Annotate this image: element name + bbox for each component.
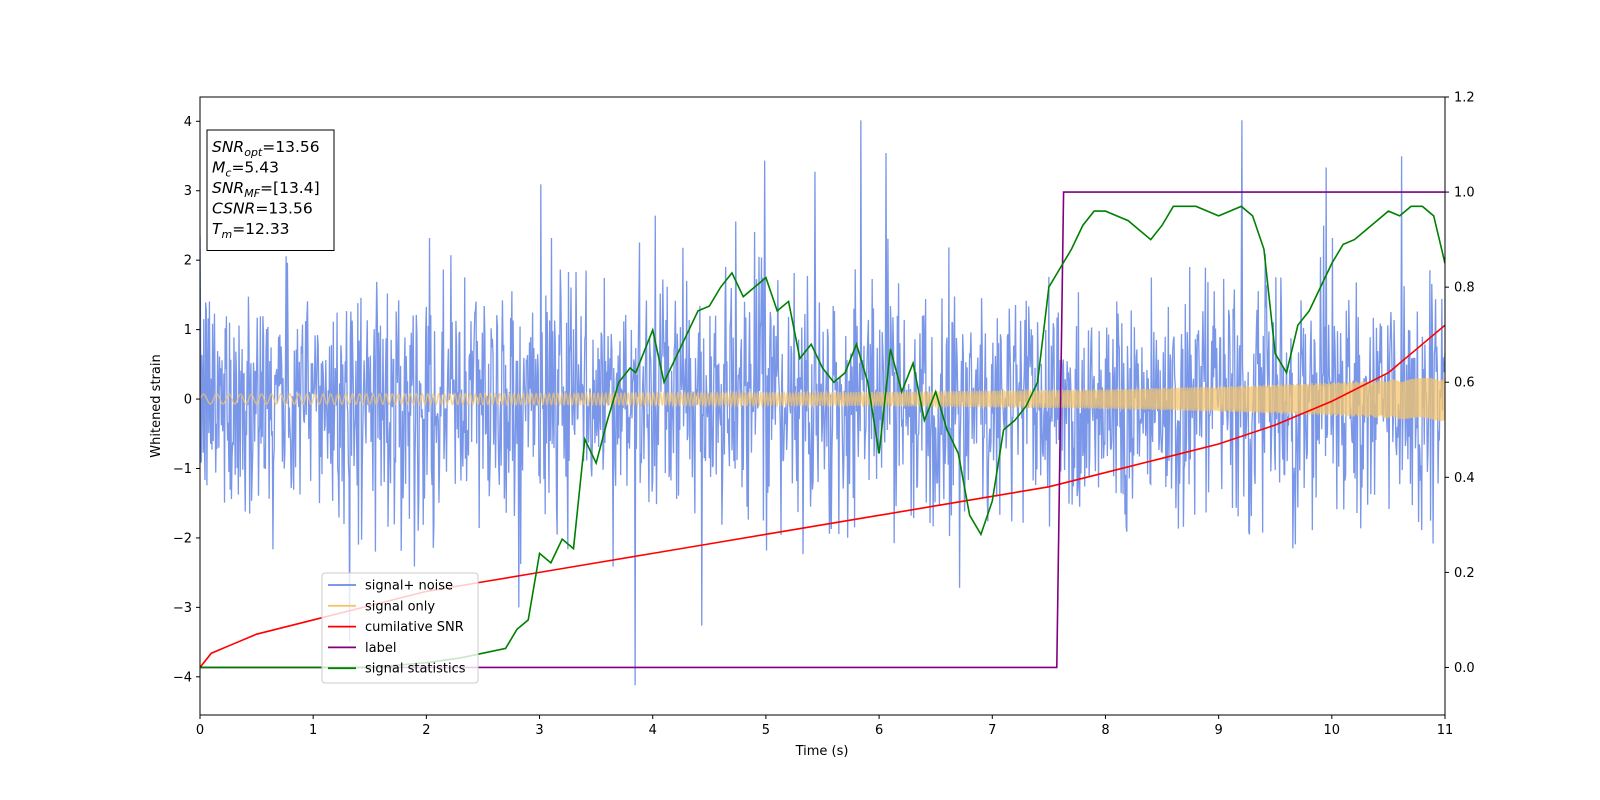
axis-layer: 0 1 2 3 4 5 6 7 8 9 10 11 −4 −3 −2 −1 0 1 2 3 4 0.0 0.2 0.4 0.6 0… [173, 91, 1475, 739]
y2-tick-label: 0.0 [1454, 661, 1475, 676]
annotation-frame [206, 129, 335, 251]
y-tick-label: 1 [184, 323, 192, 338]
legend-label: label [365, 641, 396, 656]
x-tick-label: 10 [1324, 723, 1341, 738]
annotation-line: CSNR=13.56 [212, 200, 313, 218]
annotation-box: SNRopt=13.56Mc=5.43SNRMF=[13.4]CSNR=13.5… [206, 129, 335, 251]
y2-tick-label: 1.2 [1454, 91, 1475, 106]
y-tick-label: −3 [173, 601, 192, 616]
series-signal-statistics [200, 205, 1445, 669]
y-tick-label: −2 [173, 531, 192, 546]
y2-tick-label: 0.8 [1454, 281, 1475, 296]
x-tick-label: 4 [649, 723, 657, 738]
series-cumulative-snr [200, 324, 1445, 668]
y-tick-label: 0 [184, 393, 192, 408]
legend-frame [321, 572, 479, 684]
x-tick-label: 0 [196, 723, 204, 738]
legend-label: signal+ noise [365, 579, 453, 594]
x-tick-label: 3 [535, 723, 543, 738]
x-tick-label: 1 [309, 723, 317, 738]
y2-tick-label: 1.0 [1454, 186, 1475, 201]
x-tick-label: 9 [1214, 723, 1222, 738]
y2-tick-label: 0.4 [1454, 471, 1475, 486]
legend-label: signal only [365, 599, 435, 614]
y-tick-label: 4 [184, 115, 192, 130]
annotation-line: Mc=5.43 [212, 159, 279, 180]
x-tick-label: 11 [1437, 723, 1454, 738]
series-label [200, 191, 1445, 669]
series-signal-noise [200, 120, 1445, 686]
y-tick-label: −1 [173, 462, 192, 477]
annotation-line: SNRopt=13.56 [212, 138, 320, 159]
y-tick-label: 2 [184, 254, 192, 269]
y2-tick-label: 0.6 [1454, 376, 1475, 391]
y-tick-label: 3 [184, 184, 192, 199]
x-tick-label: 8 [1101, 723, 1109, 738]
y-tick-label: −4 [173, 670, 192, 685]
y2-tick-label: 0.2 [1454, 566, 1475, 581]
legend-label: signal statistics [365, 662, 466, 677]
series-signal-only [200, 377, 1445, 422]
plot-frame [199, 96, 1446, 716]
x-tick-label: 6 [875, 723, 883, 738]
legend-label: cumilative SNR [365, 620, 464, 635]
series-layer [200, 120, 1445, 686]
x-tick-label: 2 [422, 723, 430, 738]
legend: signal+ noise signal only cumilative SNR la… [321, 572, 479, 684]
x-tick-label: 5 [762, 723, 770, 738]
annotation-line: SNRMF=[13.4] [212, 179, 320, 200]
x-tick-label: 7 [988, 723, 996, 738]
annotation-line: Tm=12.33 [212, 220, 290, 241]
x-axis-label: Time (s) [795, 744, 849, 759]
y-axis-label: Whitened strain [149, 354, 164, 457]
